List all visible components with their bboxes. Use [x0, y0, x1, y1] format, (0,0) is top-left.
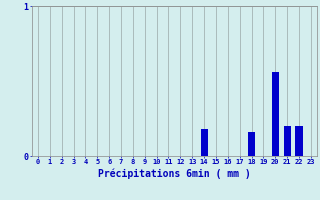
X-axis label: Précipitations 6min ( mm ): Précipitations 6min ( mm ) — [98, 168, 251, 179]
Bar — [248, 132, 255, 156]
Bar — [284, 126, 291, 156]
Bar — [201, 129, 208, 156]
Bar — [272, 72, 279, 156]
Bar — [295, 126, 303, 156]
